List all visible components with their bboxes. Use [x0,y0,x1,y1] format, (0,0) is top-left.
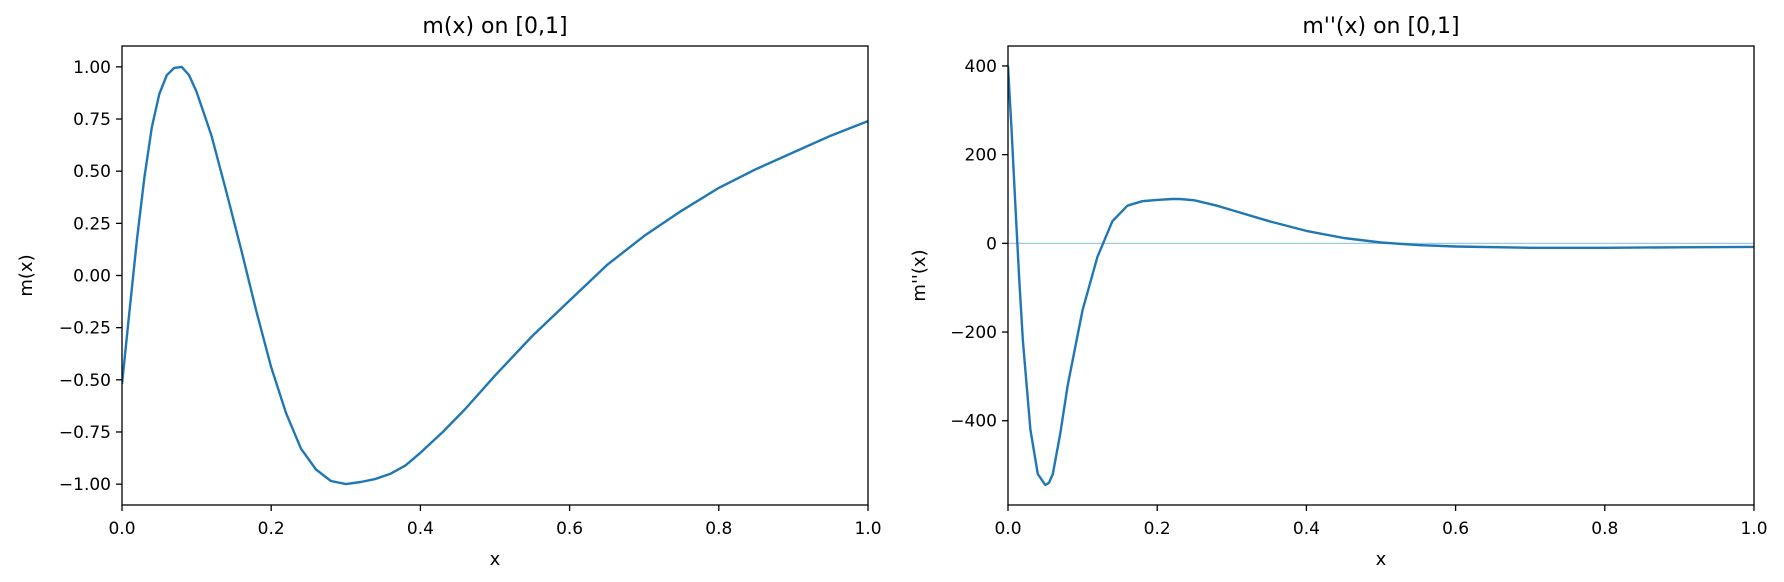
x-tick-label: 0.2 [1144,519,1171,539]
y-tick-label: −200 [950,323,997,343]
y-tick-label: 200 [965,146,997,166]
y-axis-label: m(x) [16,254,37,296]
x-tick-label: 0.8 [1591,519,1618,539]
y-tick-label: 0.75 [73,110,111,130]
y-tick-label: 0 [986,234,997,254]
chart-title: m''(x) on [0,1] [1302,14,1459,39]
x-tick-label: 0.4 [407,519,434,539]
x-tick-label: 0.0 [108,519,135,539]
y-tick-label: −0.25 [59,319,111,339]
y-tick-label: 1.00 [73,58,111,78]
y-tick-label: 0.00 [73,267,111,287]
y-tick-label: −1.00 [59,475,111,495]
x-tick-label: 0.8 [705,519,732,539]
y-tick-label: −0.50 [59,371,111,391]
chart-m-second-derivative: 0.0 0.2 0.4 0.6 0.8 1.0 400 200 0 −200 −400 m''(x) … [909,14,1768,570]
plot-frame [121,45,869,506]
y-tick-label: 400 [965,57,997,77]
x-tick-label: 0.4 [1293,519,1320,539]
x-tick-label: 0.0 [994,519,1021,539]
x-tick-label: 1.0 [854,519,881,539]
series-line-0 [1008,65,1754,487]
x-axis-label: x [1376,549,1387,570]
y-tick-label: −0.75 [59,423,111,443]
x-axis-label: x [490,549,501,570]
x-tick-label: 0.6 [1442,519,1469,539]
y-tick-label: 0.25 [73,214,111,234]
x-tick-label: 0.6 [556,519,583,539]
chart-m: 0.0 0.2 0.4 0.6 0.8 1.0 1.00 0.75 0.50 0.25 0.00 −0… [16,14,882,570]
y-tick-label: −400 [950,412,997,432]
y-axis-label: m''(x) [909,249,930,301]
chart-title: m(x) on [0,1] [422,14,567,39]
plot-frame [1007,45,1755,506]
x-tick-label: 0.2 [258,519,285,539]
x-tick-label: 1.0 [1740,519,1767,539]
series-line-0 [122,65,868,486]
y-tick-label: 0.50 [73,162,111,182]
